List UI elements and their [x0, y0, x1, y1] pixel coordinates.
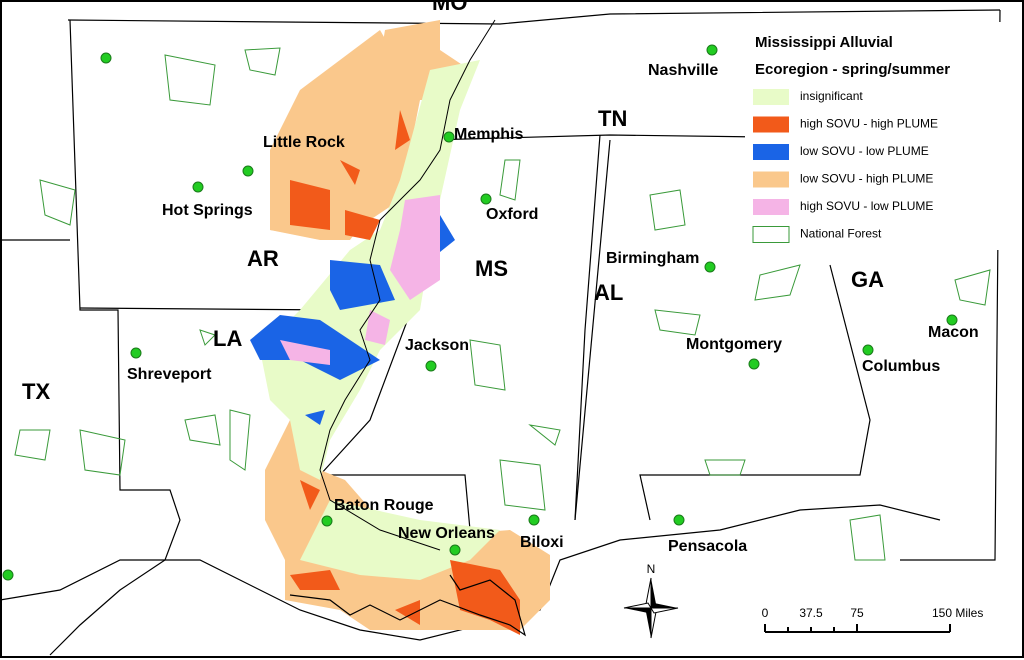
city-label: Little Rock	[263, 134, 345, 151]
coastline	[289, 574, 527, 637]
state-label: TX	[22, 379, 50, 404]
legend-label: low SOVU - high PLUME	[800, 172, 933, 186]
legend-swatch	[752, 226, 790, 243]
state-label: GA	[851, 267, 884, 292]
legend: Mississippi Alluvial Ecoregion - spring/…	[745, 22, 1005, 250]
legend-label: high SOVU - high PLUME	[800, 117, 938, 131]
state-label: MO	[432, 0, 467, 15]
ecoregion	[250, 20, 550, 635]
city-label: Birmingham	[606, 250, 699, 267]
legend-label: insignificant	[800, 89, 863, 103]
legend-swatch	[753, 116, 789, 133]
city-label: Memphis	[454, 126, 523, 143]
legend-swatch	[753, 171, 789, 188]
legend-label: low SOVU - low PLUME	[800, 144, 929, 158]
city-dots	[2, 44, 958, 581]
legend-swatch	[753, 89, 789, 105]
scale-label: 37.5	[799, 606, 823, 620]
city-label: Jackson	[405, 337, 469, 354]
scale-label: 150 Miles	[932, 606, 983, 620]
north-arrow: N	[623, 562, 679, 639]
city-label: Nashville	[648, 62, 718, 79]
city-label: Oxford	[486, 206, 538, 223]
legend-label: National Forest	[800, 227, 882, 241]
city-label: Montgomery	[686, 336, 782, 353]
city-label: Columbus	[862, 358, 940, 375]
legend-title: Mississippi Alluvial	[755, 34, 893, 51]
city-label: New Orleans	[398, 525, 495, 542]
state-label: AR	[247, 246, 279, 271]
river	[319, 19, 496, 551]
state-label: MS	[475, 256, 508, 281]
city-label: Hot Springs	[162, 202, 253, 219]
scale-label: 75	[850, 606, 864, 620]
city-label: Biloxi	[520, 534, 564, 551]
city-label: Pensacola	[668, 538, 747, 555]
scale-label: 0	[762, 606, 769, 620]
state-label: LA	[213, 326, 242, 351]
legend-title: Ecoregion - spring/summer	[755, 61, 950, 78]
city-label: Macon	[928, 324, 979, 341]
north-label: N	[647, 562, 656, 576]
national-forests	[14, 47, 991, 561]
state-label: AL	[594, 280, 623, 305]
city-label: Shreveport	[127, 366, 212, 383]
scale-bar: 0 37.5 75 150 Miles	[762, 606, 983, 633]
legend-swatch	[753, 199, 789, 215]
legend-box	[745, 22, 1005, 250]
legend-label: high SOVU - low PLUME	[800, 199, 933, 213]
city-label: Baton Rouge	[334, 497, 434, 514]
state-label: TN	[598, 106, 627, 131]
legend-swatch	[753, 144, 789, 160]
